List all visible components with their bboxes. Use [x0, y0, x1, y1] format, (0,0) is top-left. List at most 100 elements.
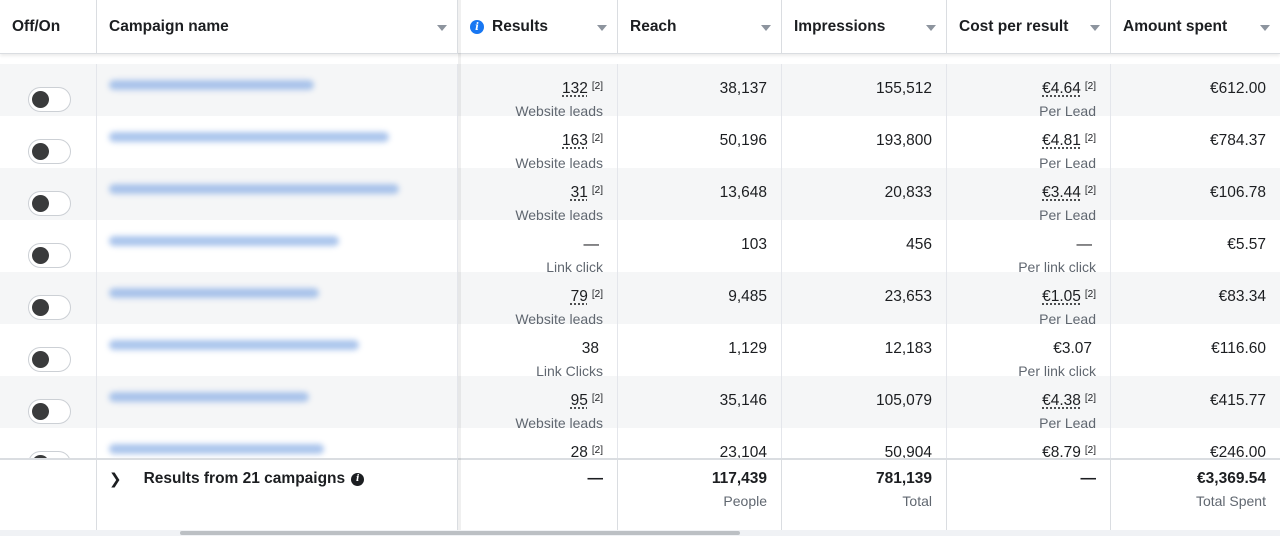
results-value[interactable]: 132 [2]: [562, 80, 603, 97]
caret-down-icon[interactable]: [597, 25, 607, 31]
results-value[interactable]: 28 [2]: [570, 444, 603, 458]
table-row[interactable]: 38 Link Clicks 1,129 12,183 €3.07 Per link cl…: [0, 324, 1280, 379]
caret-down-icon[interactable]: [761, 25, 771, 31]
campaign-name-cell[interactable]: [97, 272, 458, 324]
summary-impressions-sub: Total: [902, 493, 932, 509]
summary-label[interactable]: ❯ Results from 21 campaigns i: [109, 470, 365, 488]
reach-value: 13,648: [719, 184, 767, 201]
campaign-name-link[interactable]: [109, 392, 309, 402]
footnote: [2]: [591, 185, 603, 196]
results-cell: 31 [2] Website leads: [458, 168, 618, 223]
campaign-name-link[interactable]: [109, 80, 314, 90]
toggle-cell: [0, 64, 97, 116]
cpr-value[interactable]: €1.05 [2]: [1042, 288, 1096, 305]
campaign-name-link[interactable]: [109, 340, 359, 350]
campaign-toggle[interactable]: [28, 87, 71, 112]
footnote: [2]: [1084, 289, 1096, 300]
scrollbar-thumb[interactable]: [180, 531, 740, 535]
results-value[interactable]: —: [583, 236, 600, 253]
cpr-value[interactable]: €4.38 [2]: [1042, 392, 1096, 409]
impressions-cell: 20,833: [782, 168, 947, 220]
campaign-toggle[interactable]: [28, 347, 71, 372]
campaign-name-cell[interactable]: [97, 64, 458, 116]
amount-cell: €106.78: [1111, 168, 1280, 220]
results-cell: 163 [2] Website leads: [458, 116, 618, 171]
campaign-toggle[interactable]: [28, 191, 71, 216]
amount-cell: €415.77: [1111, 376, 1280, 428]
results-value[interactable]: 38: [581, 340, 599, 357]
cpr-value[interactable]: €4.81 [2]: [1042, 132, 1096, 149]
table-row[interactable]: 132 [2] Website leads 38,137 155,512 €4.64 [2]…: [0, 64, 1280, 119]
campaign-toggle[interactable]: [28, 451, 71, 458]
reach-cell: 9,485: [618, 272, 782, 324]
chevron-right-icon[interactable]: ❯: [109, 471, 122, 488]
campaign-name-cell[interactable]: [97, 168, 458, 220]
cpr-type: Per Lead: [1039, 207, 1096, 223]
summary-reach: 117,439: [711, 470, 767, 487]
table-row[interactable]: — Link click 103 456 — Per link click €5.57: [0, 220, 1280, 275]
footnote: [2]: [591, 393, 603, 404]
info-icon[interactable]: i: [470, 20, 484, 34]
reach-cell: 35,146: [618, 376, 782, 428]
campaign-name-cell[interactable]: [97, 116, 458, 168]
caret-down-icon[interactable]: [437, 25, 447, 31]
amount-value: €106.78: [1209, 184, 1266, 201]
table-body[interactable]: 132 [2] Website leads 38,137 155,512 €4.64 [2]…: [0, 54, 1280, 458]
table-row[interactable]: 163 [2] Website leads 50,196 193,800 €4.81 [2]…: [0, 116, 1280, 171]
summary-reach-cell: 117,439 People: [618, 460, 782, 530]
table-row[interactable]: 79 [2] Website leads 9,485 23,653 €1.05 [2] Per…: [0, 272, 1280, 327]
table-header: Off/On Campaign name i Results Reach Imp…: [0, 0, 1280, 54]
campaign-name-link[interactable]: [109, 444, 324, 454]
results-value[interactable]: 163 [2]: [562, 132, 603, 149]
campaign-name-link[interactable]: [109, 288, 319, 298]
reach-cell: 50,196: [618, 116, 782, 168]
campaign-name-cell[interactable]: [97, 376, 458, 428]
table-row[interactable]: 95 [2] Website leads 35,146 105,079 €4.38 [2] P…: [0, 376, 1280, 431]
results-value[interactable]: 79 [2]: [570, 288, 603, 305]
cpr-value[interactable]: €4.64 [2]: [1042, 80, 1096, 97]
caret-down-icon[interactable]: [1090, 25, 1100, 31]
campaign-toggle[interactable]: [28, 295, 71, 320]
footnote: [2]: [1084, 81, 1096, 92]
header-campaign-name[interactable]: Campaign name: [97, 0, 458, 54]
campaign-toggle[interactable]: [28, 243, 71, 268]
impressions-cell: 12,183: [782, 324, 947, 376]
header-amount-spent[interactable]: Amount spent: [1111, 0, 1280, 54]
cpr-value[interactable]: —: [1076, 236, 1093, 253]
campaign-toggle[interactable]: [28, 139, 71, 164]
campaign-name-cell[interactable]: [97, 220, 458, 272]
results-value[interactable]: 31 [2]: [570, 184, 603, 201]
cpr-cell: €4.81 [2] Per Lead: [947, 116, 1111, 171]
cpr-value[interactable]: €3.07: [1053, 340, 1092, 357]
results-value[interactable]: 95 [2]: [570, 392, 603, 409]
campaign-name-cell[interactable]: [97, 324, 458, 376]
header-reach[interactable]: Reach: [618, 0, 782, 54]
cpr-type: Per Lead: [1039, 103, 1096, 119]
table-row[interactable]: 31 [2] Website leads 13,648 20,833 €3.44 [2] Pe…: [0, 168, 1280, 223]
cpr-value[interactable]: €3.44 [2]: [1042, 184, 1096, 201]
footnote: [2]: [591, 289, 603, 300]
header-toggle[interactable]: Off/On: [0, 0, 97, 54]
campaign-toggle[interactable]: [28, 399, 71, 424]
summary-reach-sub: People: [723, 493, 767, 509]
amount-value: €612.00: [1209, 80, 1266, 97]
campaign-name-link[interactable]: [109, 184, 399, 194]
campaign-name-link[interactable]: [109, 236, 339, 246]
toggle-knob: [32, 195, 49, 212]
campaign-name-link[interactable]: [109, 132, 389, 142]
cpr-value[interactable]: €8.79 [2]: [1042, 444, 1096, 458]
caret-down-icon[interactable]: [1260, 25, 1270, 31]
results-cell: 38 Link Clicks: [458, 324, 618, 379]
header-cost-per-result[interactable]: Cost per result: [947, 0, 1111, 54]
results-type: Link click: [546, 259, 603, 275]
results-type: Website leads: [515, 103, 603, 119]
campaign-name-cell[interactable]: [97, 428, 458, 458]
toggle-cell: [0, 324, 97, 376]
header-impressions[interactable]: Impressions: [782, 0, 947, 54]
table-row[interactable]: 28 [2] 23,104 50,904 €8.79 [2] €246.00: [0, 428, 1280, 458]
caret-down-icon[interactable]: [926, 25, 936, 31]
horizontal-scrollbar[interactable]: [0, 530, 1280, 536]
info-icon[interactable]: i: [351, 472, 365, 486]
header-results[interactable]: i Results: [458, 0, 618, 54]
summary-name-cell[interactable]: ❯ Results from 21 campaigns i: [97, 460, 458, 530]
